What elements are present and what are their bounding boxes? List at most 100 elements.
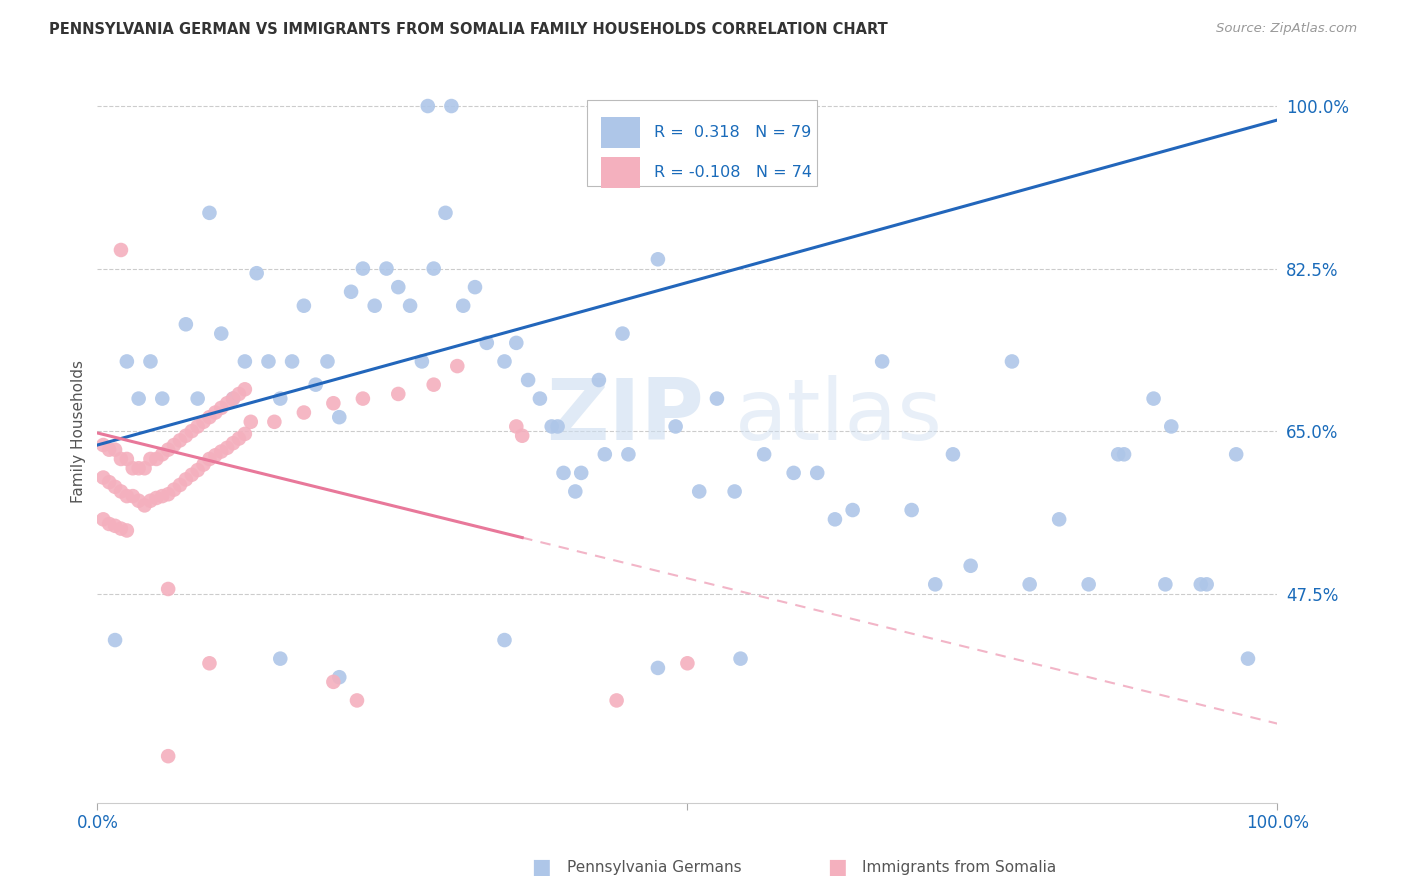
Point (98, 475, 121, 490)
Point (464, 280, 486, 294)
Point (150, 489, 173, 503)
Point (121, 461, 143, 475)
FancyBboxPatch shape (602, 157, 640, 188)
Point (163, 483, 186, 497)
Point (451, 299, 474, 313)
Point (387, 387, 409, 401)
Point (239, 415, 262, 429)
Point (128, 461, 150, 475)
Point (841, 503, 863, 517)
Point (292, 299, 315, 313)
Point (647, 661, 669, 675)
Point (134, 461, 156, 475)
Point (387, 280, 409, 294)
Point (540, 419, 562, 434)
Point (1237, 651, 1260, 665)
Point (870, 354, 893, 368)
Point (475, 335, 498, 350)
Point (145, 491, 167, 505)
Point (257, 354, 280, 368)
Point (494, 633, 516, 648)
Point (157, 749, 180, 764)
Point (281, 354, 304, 368)
Point (228, 387, 250, 401)
Point (128, 493, 150, 508)
Point (1047, 512, 1070, 526)
Point (959, 558, 981, 573)
Point (292, 405, 315, 419)
Point (187, 419, 209, 434)
Point (328, 670, 350, 684)
Point (434, 206, 457, 220)
Point (139, 354, 162, 368)
Point (204, 448, 226, 462)
Point (340, 285, 363, 299)
Point (104, 633, 127, 648)
Point (121, 489, 143, 503)
Point (145, 452, 167, 467)
Point (782, 466, 804, 480)
Point (187, 463, 209, 477)
Point (505, 335, 527, 350)
Point (1018, 577, 1040, 591)
Point (553, 466, 575, 480)
Point (510, 428, 533, 442)
Point (169, 478, 191, 492)
Point (665, 419, 688, 434)
Point (121, 861, 143, 875)
Text: Immigrants from Somalia: Immigrants from Somalia (862, 860, 1056, 874)
Point (588, 373, 610, 387)
Text: PENNSYLVANIA GERMAN VS IMMIGRANTS FROM SOMALIA FAMILY HOUSEHOLDS CORRELATION CHA: PENNSYLVANIA GERMAN VS IMMIGRANTS FROM S… (49, 22, 889, 37)
Point (134, 499, 156, 513)
Point (163, 438, 186, 452)
Point (1142, 392, 1164, 406)
Point (1077, 577, 1099, 591)
Point (150, 392, 173, 406)
Point (399, 299, 422, 313)
Point (150, 447, 173, 461)
Point (411, 354, 433, 368)
Point (688, 484, 710, 499)
Text: Pennsylvania Germans: Pennsylvania Germans (567, 860, 741, 874)
Point (924, 577, 946, 591)
Point (422, 261, 444, 276)
Point (416, 99, 439, 113)
Point (752, 447, 775, 461)
Point (187, 392, 209, 406)
Point (169, 434, 191, 448)
Point (494, 354, 516, 368)
Point (139, 452, 162, 467)
Point (98, 442, 121, 457)
Point (723, 484, 745, 499)
Point (263, 415, 285, 429)
Point (157, 442, 180, 457)
Text: Source: ZipAtlas.com: Source: ZipAtlas.com (1216, 22, 1357, 36)
Point (1107, 447, 1129, 461)
Point (115, 524, 138, 538)
Point (505, 419, 527, 434)
Point (110, 484, 132, 499)
Point (352, 392, 374, 406)
Point (269, 651, 291, 665)
Point (233, 354, 256, 368)
Point (91, 470, 114, 484)
Point (346, 693, 368, 707)
Point (198, 657, 221, 671)
Point (316, 354, 339, 368)
Point (217, 396, 239, 410)
Point (564, 484, 586, 499)
Point (198, 452, 221, 467)
Point (115, 354, 138, 368)
Point (1195, 577, 1218, 591)
Point (233, 426, 256, 441)
Point (1112, 447, 1135, 461)
Point (209, 326, 232, 341)
Point (228, 432, 250, 446)
Point (110, 522, 132, 536)
Text: ZIP: ZIP (546, 375, 703, 458)
Point (157, 582, 180, 596)
Point (305, 377, 328, 392)
Text: ■: ■ (827, 857, 846, 877)
Point (1160, 419, 1182, 434)
Point (422, 377, 444, 392)
